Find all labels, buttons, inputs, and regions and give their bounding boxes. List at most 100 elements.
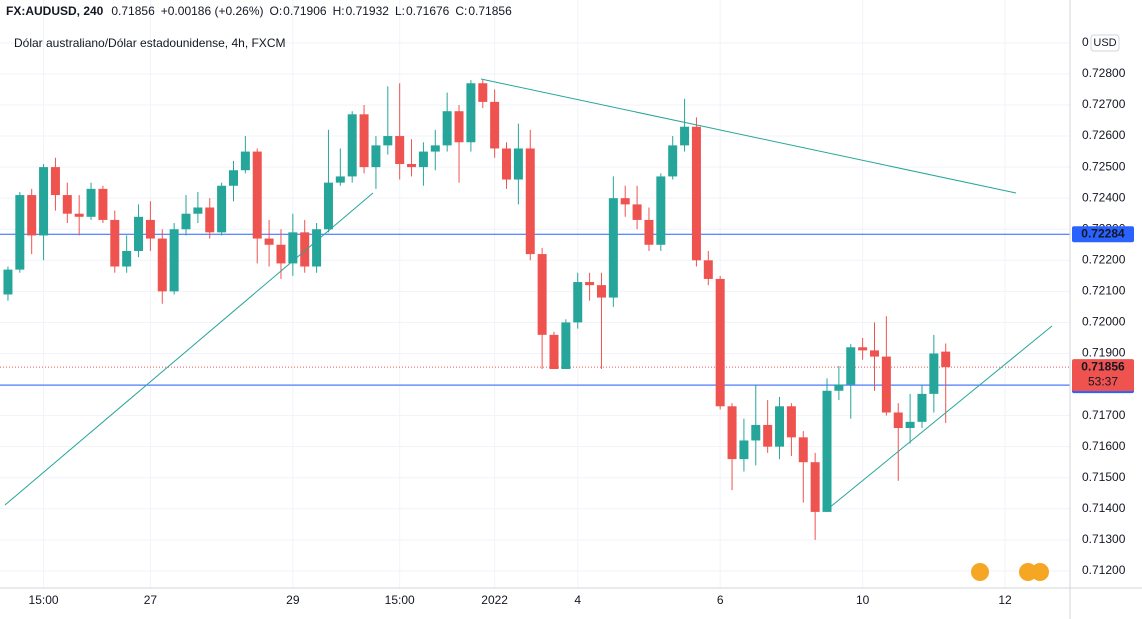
candle-body <box>561 322 571 370</box>
last-price-badge <box>1072 359 1134 392</box>
candle-body <box>798 437 808 463</box>
event-icon[interactable] <box>971 563 989 581</box>
candle-body <box>739 440 749 460</box>
header-c-label: C: <box>455 4 467 18</box>
y-tick-label: 0.72000 <box>1082 315 1126 329</box>
trend-line <box>4 192 374 506</box>
header: FX:AUDUSD, 240 0.71856 +0.00186 (+0.26%) O… <box>6 4 512 18</box>
y-tick-label: 0.72200 <box>1082 252 1126 266</box>
currency: USD <box>1093 37 1116 49</box>
candle-body <box>347 114 357 177</box>
candle-body <box>240 151 250 171</box>
header-c: 0.71856 <box>468 4 512 18</box>
candle-body <box>941 351 951 368</box>
candle-body <box>134 216 144 251</box>
candle-body <box>418 151 428 168</box>
candle-body <box>537 254 547 335</box>
x-tick-label: 15:00 <box>385 593 415 607</box>
x-tick-label: 27 <box>144 593 158 607</box>
candle-body <box>454 111 464 143</box>
candle-body <box>632 204 642 220</box>
candle-body <box>276 244 286 264</box>
candle-body <box>169 229 179 292</box>
header-last: 0.71856 <box>111 4 155 18</box>
x-tick-label: 2022 <box>481 593 508 607</box>
candle-body <box>846 347 856 385</box>
y-tick-label: 0 <box>1082 35 1089 49</box>
candle-body <box>869 350 879 357</box>
candle-body <box>15 195 25 270</box>
candle-body <box>181 213 191 230</box>
candle-body <box>525 148 535 255</box>
candle-body <box>466 83 476 143</box>
event-icons <box>971 563 1049 581</box>
candle-body <box>157 238 167 292</box>
candle-body <box>656 176 666 245</box>
x-tick-label: 12 <box>998 593 1012 607</box>
candle-body <box>549 334 559 370</box>
event-icon[interactable] <box>1031 563 1049 581</box>
y-tick-label: 0.71500 <box>1082 470 1126 484</box>
candle-body <box>810 462 820 512</box>
y-tick-label: 0.72600 <box>1082 128 1126 142</box>
candle-body <box>490 101 500 149</box>
candle-body <box>122 250 132 267</box>
candle-body <box>205 207 215 233</box>
candle-body <box>430 145 440 152</box>
candle-body <box>502 148 512 180</box>
candle-body <box>703 260 713 279</box>
candle-body <box>763 424 773 447</box>
candle-body <box>110 219 120 267</box>
header-l-label: L: <box>395 4 405 18</box>
candle-body <box>822 390 832 512</box>
header-o-label: O: <box>270 4 283 18</box>
candle-body <box>264 238 274 245</box>
candle-body <box>905 421 915 429</box>
x-tick-label: 4 <box>574 593 581 607</box>
candle-body <box>691 126 701 261</box>
trend-line <box>480 78 1017 194</box>
candles <box>3 80 951 540</box>
candle-body <box>596 285 606 298</box>
header-l: 0.71676 <box>406 4 450 18</box>
candle-body <box>145 219 155 239</box>
candle-body <box>834 384 844 391</box>
candle-body <box>300 232 310 267</box>
candle-body <box>39 167 49 236</box>
candle-body <box>288 232 298 264</box>
y-tick-label: 0.72700 <box>1082 97 1126 111</box>
y-tick-label: 0.72500 <box>1082 159 1126 173</box>
header-h: 0.71932 <box>346 4 390 18</box>
last-price-label: 0.71856 <box>1081 359 1125 373</box>
candle-body <box>312 229 322 267</box>
candle-body <box>98 188 108 220</box>
candle-body <box>62 195 72 214</box>
chart-title: Dólar australiano/Dólar estadounidense, … <box>14 36 285 50</box>
candle-body <box>86 188 96 217</box>
trend-lines <box>4 78 1053 509</box>
currency-button[interactable] <box>1090 34 1120 52</box>
candle-body <box>668 145 678 177</box>
candle-body <box>775 406 785 447</box>
y-tick-label: 0.71700 <box>1082 408 1126 422</box>
y-tick-label: 0.72800 <box>1082 66 1126 80</box>
axes: 0.71200 0.71300 0.71400 0.71500 0.71600 0.717… <box>29 35 1134 607</box>
y-tick-label: 0.71300 <box>1082 532 1126 546</box>
candle-body <box>359 114 369 168</box>
candle-body <box>727 406 737 460</box>
y-tick-label: 0.71200 <box>1082 563 1126 577</box>
level-badge <box>1072 226 1134 243</box>
x-tick-label: 10 <box>856 593 870 607</box>
candle-body <box>715 278 725 407</box>
header-o: 0.71906 <box>283 4 327 18</box>
candle-body <box>680 126 690 146</box>
candle-body <box>371 145 381 168</box>
candle-body <box>3 269 13 295</box>
candle-body <box>323 182 333 230</box>
candle-body <box>573 282 583 323</box>
trend-line <box>828 325 1053 509</box>
candle-body <box>917 393 927 422</box>
candle-body <box>442 111 452 146</box>
candle-body <box>193 207 203 214</box>
